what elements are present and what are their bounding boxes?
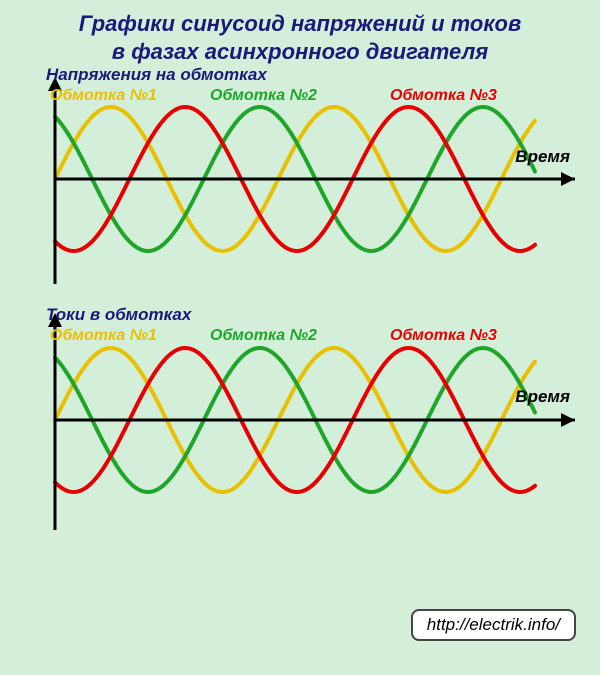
- title-line2: в фазах асинхронного двигателя: [112, 39, 488, 64]
- legend-winding2: Обмотка №2: [210, 87, 317, 105]
- legend-winding3: Обмотка №3: [390, 87, 497, 105]
- legend-winding1: Обмотка №1: [50, 87, 157, 105]
- legend-winding1: Обмотка №1: [50, 327, 157, 345]
- title-line1: Графики синусоид напряжений и токов: [79, 11, 521, 36]
- legend-winding3: Обмотка №3: [390, 327, 497, 345]
- chart2-subtitle: Токи в обмотках: [46, 305, 191, 325]
- chart1-xlabel: Время: [515, 147, 570, 167]
- legend-winding2: Обмотка №2: [210, 327, 317, 345]
- chart1-subtitle: Напряжения на обмотках: [46, 65, 267, 85]
- chart-voltage: Напряжения на обмотках Обмотка №1 Обмотк…: [20, 69, 600, 289]
- source-url: http://electrik.info/: [411, 609, 576, 641]
- main-title: Графики синусоид напряжений и токов в фа…: [0, 0, 600, 69]
- chart2-xlabel: Время: [515, 387, 570, 407]
- chart-current: Токи в обмотках Обмотка №1 Обмотка №2 Об…: [20, 305, 600, 535]
